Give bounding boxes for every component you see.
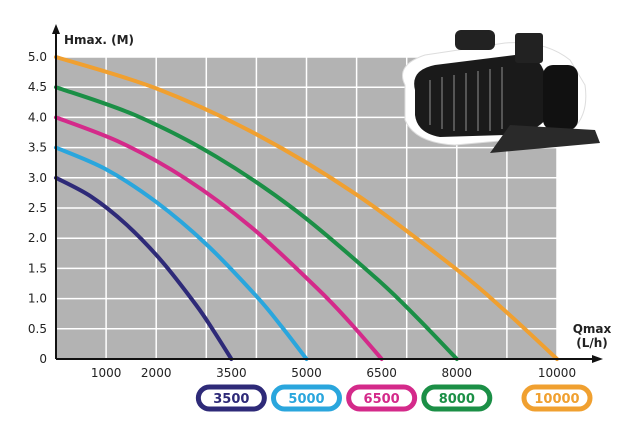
legend-label-5000: 5000 xyxy=(288,392,324,407)
x-tick-label: 6500 xyxy=(366,366,397,380)
legend-label-6500: 6500 xyxy=(364,392,400,407)
y-tick-label: 3.0 xyxy=(28,171,47,185)
y-tick-label: 3.5 xyxy=(28,141,47,155)
curve-6500 xyxy=(54,115,384,361)
y-tick-label: 4.5 xyxy=(28,80,47,94)
legend-label-3500: 3500 xyxy=(213,392,249,407)
legend-pill-10000 xyxy=(521,384,593,412)
y-axis-label: Hmax. (M) xyxy=(64,33,134,47)
x-tick-label: 10000 xyxy=(538,366,576,380)
legend-pill-6500 xyxy=(346,384,418,412)
x-axis-arrow-icon xyxy=(592,355,603,363)
y-tick-label: 2.0 xyxy=(28,231,47,245)
x-tick-label: 3500 xyxy=(216,366,247,380)
curve-5000 xyxy=(54,145,309,361)
legend-pill-5000 xyxy=(271,384,342,412)
x-axis-label-line1: Qmax xyxy=(573,322,612,336)
axes xyxy=(52,24,603,363)
curves xyxy=(54,55,559,361)
y-tick-label: 2.5 xyxy=(28,201,47,215)
y-axis-arrow-icon xyxy=(52,24,60,34)
y-tick-label: 0 xyxy=(39,352,47,366)
y-tick-label: 1.0 xyxy=(28,292,47,306)
y-tick-label: 4.0 xyxy=(28,110,47,124)
legend-pill-3500 xyxy=(195,384,267,412)
x-tick-label: 1000 xyxy=(91,366,122,380)
y-tick-label: 5.0 xyxy=(28,50,47,64)
x-tick-label: 8000 xyxy=(442,366,473,380)
legend: 3500 5000 6500 8000 10000 xyxy=(195,384,593,412)
x-tick-label: 2000 xyxy=(141,366,172,380)
curve-8000 xyxy=(54,85,459,361)
y-tick-label: 0.5 xyxy=(28,322,47,336)
pond-pump-icon xyxy=(402,30,600,153)
x-axis-label-line2: (L/h) xyxy=(576,336,608,350)
legend-label-8000: 8000 xyxy=(439,392,475,407)
y-tick-label: 1.5 xyxy=(28,261,47,275)
x-tick-label: 5000 xyxy=(291,366,322,380)
curve-10000 xyxy=(54,55,559,361)
legend-label-10000: 10000 xyxy=(534,392,579,407)
legend-pill-8000 xyxy=(421,384,493,412)
curve-3500 xyxy=(54,175,234,361)
